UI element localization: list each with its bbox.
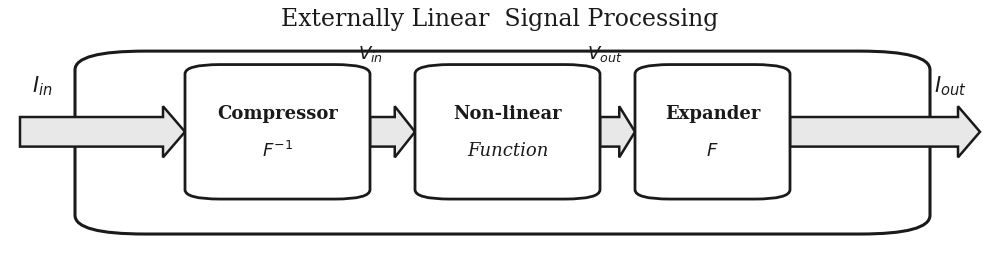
Text: $I_{out}$: $I_{out}$ (934, 74, 966, 98)
Text: Function: Function (467, 142, 548, 160)
FancyBboxPatch shape (415, 65, 600, 199)
Text: Compressor: Compressor (217, 105, 338, 123)
Text: $F^{-1}$: $F^{-1}$ (262, 141, 293, 161)
Polygon shape (790, 106, 980, 157)
Text: Expander: Expander (665, 105, 760, 123)
Polygon shape (600, 106, 635, 157)
FancyBboxPatch shape (185, 65, 370, 199)
Polygon shape (20, 106, 185, 157)
Text: Non-linear: Non-linear (453, 105, 562, 123)
Text: $I_{in}$: $I_{in}$ (32, 74, 52, 98)
Text: $V_{out}$: $V_{out}$ (587, 44, 623, 64)
Text: Externally Linear  Signal Processing: Externally Linear Signal Processing (281, 8, 719, 31)
FancyBboxPatch shape (635, 65, 790, 199)
Text: $F$: $F$ (706, 142, 719, 160)
Polygon shape (370, 106, 415, 157)
Text: $V_{in}$: $V_{in}$ (358, 44, 382, 64)
